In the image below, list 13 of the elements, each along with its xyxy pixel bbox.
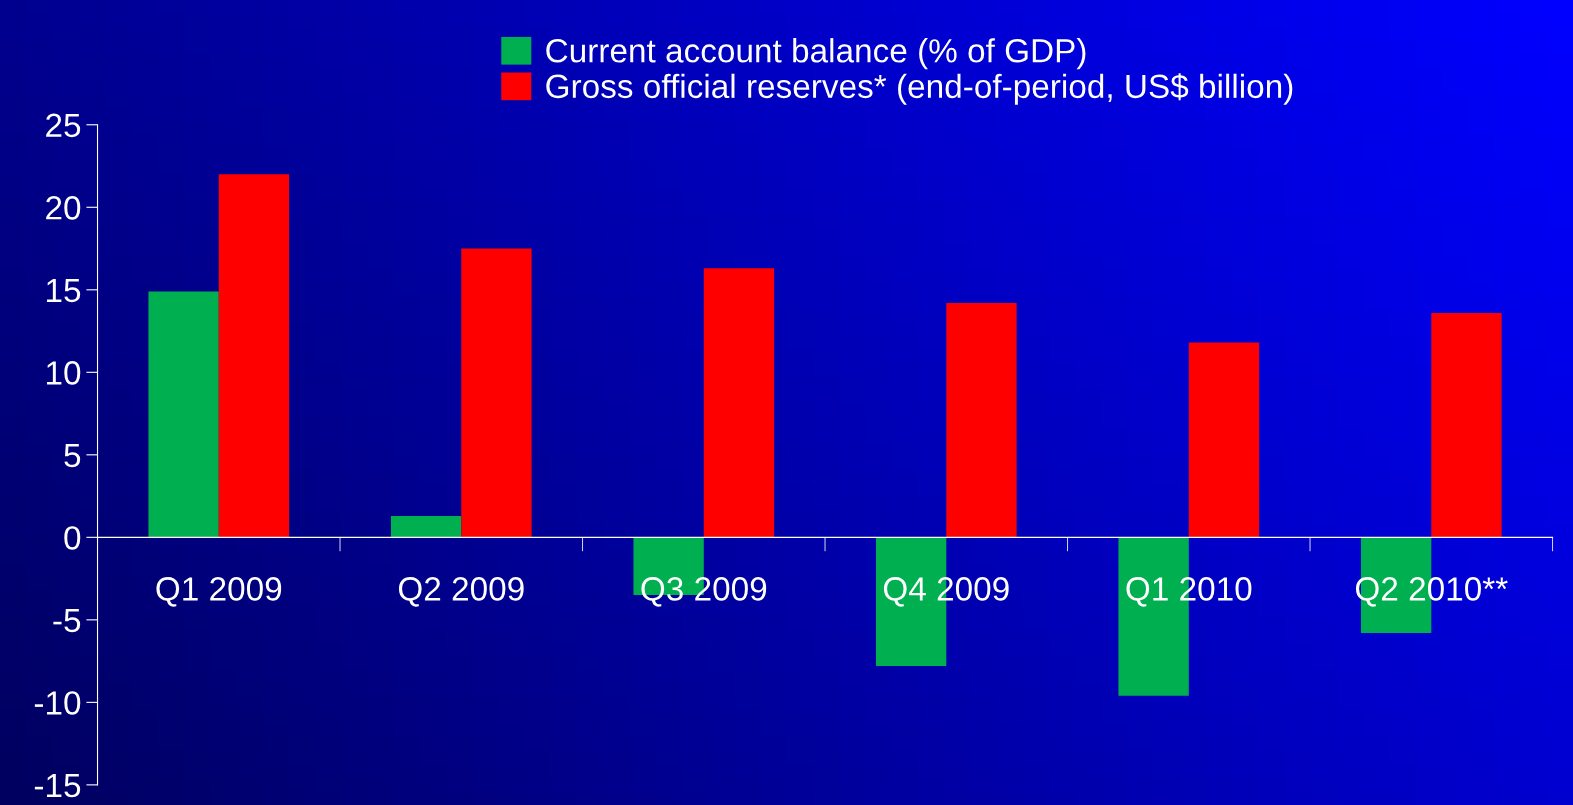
y-tick-label: 5: [64, 443, 81, 468]
y-tick-label: 0: [64, 526, 81, 550]
y-tick-label: 10: [47, 361, 81, 385]
y-tick-label: -15: [34, 774, 81, 798]
x-tick-label: Q1 2009: [156, 577, 282, 607]
legend-label: Current account balance (% of GDP): [546, 38, 1086, 70]
y-tick-label: -10: [34, 691, 81, 715]
x-tick-label: Q2 2009: [398, 577, 524, 607]
legend-label: Gross official reserves* (end-of-period, US$ billion): [546, 73, 1293, 105]
y-tick-label: 25: [46, 113, 81, 138]
y-tick-label: 15: [47, 278, 81, 303]
y-tick-label: 20: [46, 196, 81, 220]
y-tick-label: -5: [53, 609, 81, 633]
